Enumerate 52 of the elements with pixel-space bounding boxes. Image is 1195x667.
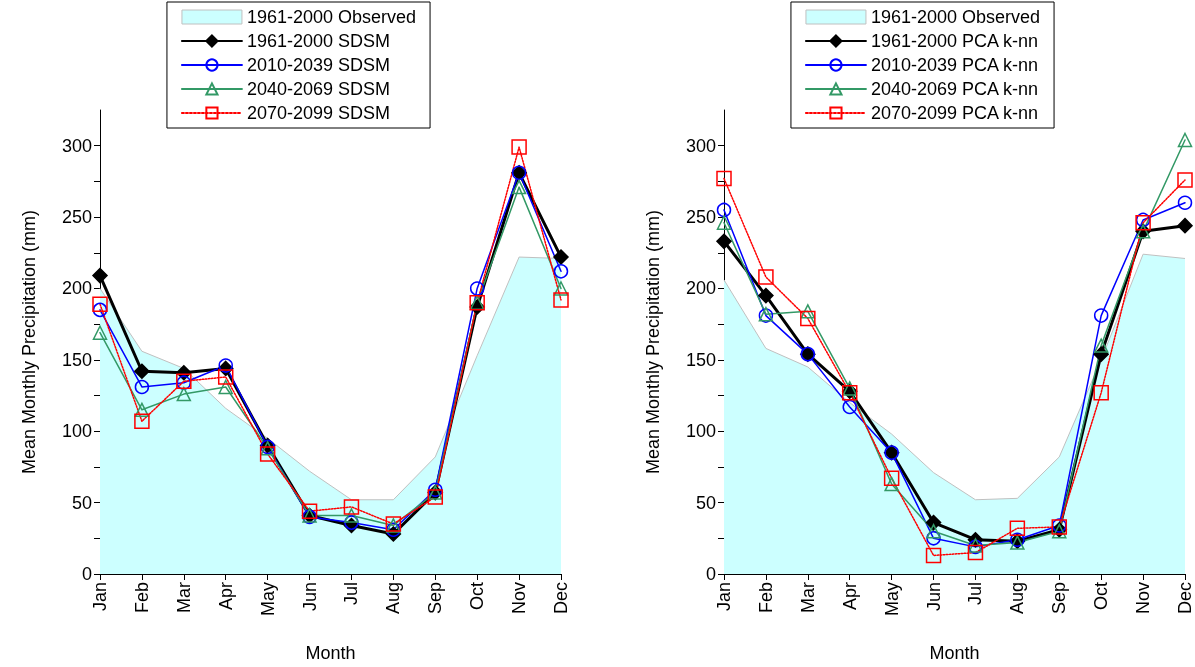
y-tick-label: 300 [685, 135, 716, 156]
x-tick-label: Apr [839, 582, 860, 611]
y-tick-label: 200 [685, 278, 716, 299]
legend-label: 1961-2000 SDSM [246, 31, 391, 51]
y-tick-label: 150 [685, 349, 716, 370]
legend-label: 2070-2099 PCA k-nn [870, 103, 1039, 123]
x-tick-label: Aug [383, 582, 404, 615]
x-tick-label: Aug [1007, 582, 1028, 615]
legend-label: 1961-2000 Observed [246, 7, 417, 27]
y-tick-label: 0 [705, 564, 716, 584]
x-tick-label: Oct [467, 582, 488, 611]
y-tick-label: 50 [695, 492, 716, 513]
y-axis-title: Mean Monthly Precipitation (mm) [19, 209, 39, 475]
x-tick-label: Oct [1091, 582, 1112, 611]
y-axis-title: Mean Monthly Precipitation (mm) [643, 209, 663, 475]
legend-label: 2070-2099 SDSM [246, 103, 391, 123]
legend-label: 1961-2000 Observed [870, 7, 1041, 27]
x-tick-label: Jul [341, 582, 362, 606]
y-tick-label: 200 [61, 278, 92, 299]
legend-label: 2040-2069 SDSM [246, 79, 391, 99]
y-tick-label: 100 [685, 421, 716, 442]
legend-label: 2040-2069 PCA k-nn [870, 79, 1039, 99]
x-axis-title: Month [929, 643, 980, 663]
x-tick-label: Dec [1175, 582, 1195, 615]
x-tick-label: Sep [425, 582, 446, 615]
x-tick-label: Jun [299, 582, 320, 612]
y-tick-label: 250 [685, 207, 716, 228]
y-tick-label: 50 [71, 492, 92, 513]
x-tick-label: Sep [1049, 582, 1070, 615]
x-tick-label: Jan [90, 582, 110, 612]
legend-label: 2010-2039 PCA k-nn [870, 55, 1039, 75]
x-axis-title: Month [305, 643, 356, 663]
y-tick-label: 300 [61, 135, 92, 156]
x-tick-label: May [881, 582, 902, 617]
x-tick-label: Jan [714, 582, 734, 612]
x-tick-label: May [257, 582, 278, 617]
x-tick-label: Nov [1133, 582, 1154, 615]
y-tick-label: 100 [61, 421, 92, 442]
x-tick-label: Apr [215, 582, 236, 611]
legend-label: 1961-2000 PCA k-nn [870, 31, 1039, 51]
y-tick-label: 150 [61, 349, 92, 370]
legend-label: 2010-2039 SDSM [246, 55, 391, 75]
x-tick-label: Feb [755, 582, 776, 614]
x-tick-label: Mar [797, 582, 818, 613]
x-tick-label: Jul [965, 582, 986, 606]
y-tick-label: 250 [61, 207, 92, 228]
y-tick-label: 0 [81, 564, 92, 584]
x-tick-label: Feb [131, 582, 152, 614]
x-tick-label: Jun [923, 582, 944, 612]
x-tick-label: Mar [173, 582, 194, 613]
x-tick-label: Nov [509, 582, 530, 615]
x-tick-label: Dec [551, 582, 571, 615]
